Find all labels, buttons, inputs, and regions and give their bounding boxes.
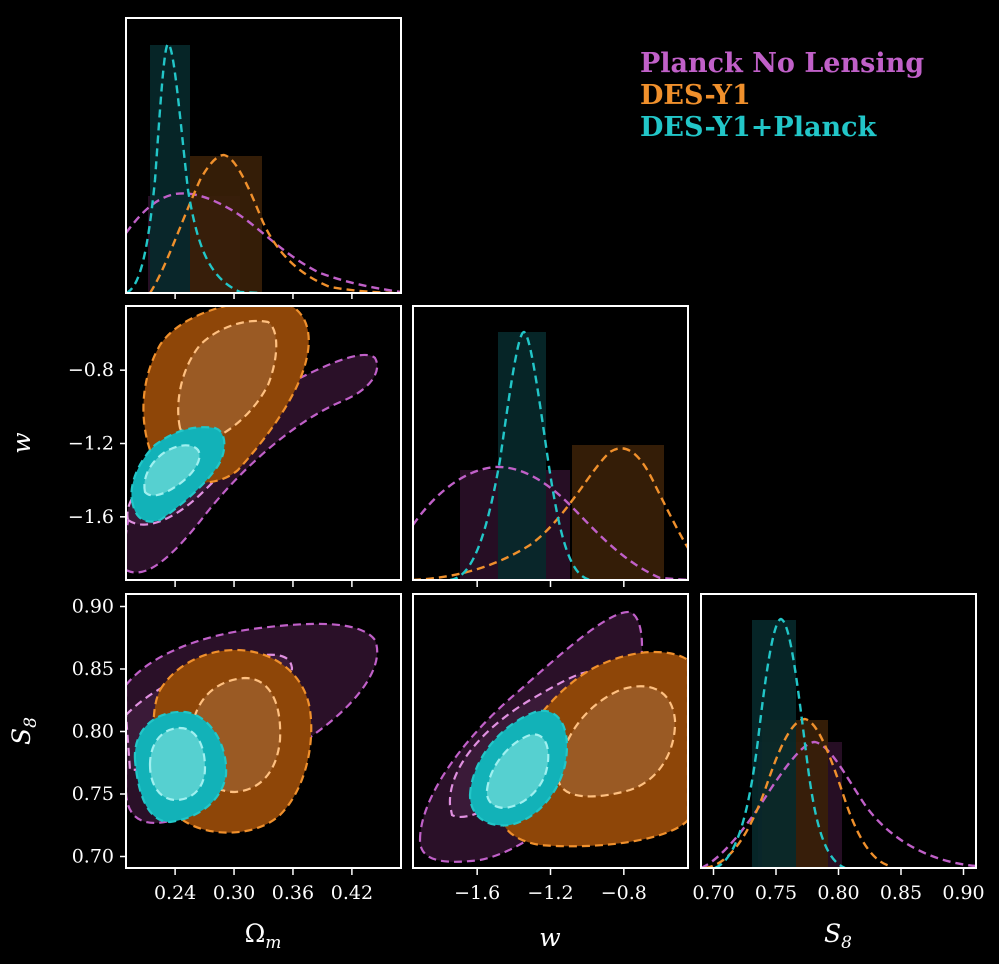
contour-des-planck-68 — [143, 444, 201, 497]
panel-frame — [412, 305, 689, 581]
panel-s8-w — [412, 593, 689, 869]
contour-des-planck-68 — [485, 733, 550, 810]
x-axis-label-w: w — [539, 923, 560, 952]
marginal-des-planck — [126, 42, 261, 293]
y-tick-label: −1.2 — [68, 433, 114, 455]
x-tick-label: −1.2 — [527, 882, 573, 904]
marginal-planck — [126, 192, 401, 293]
ci-band-des — [572, 445, 664, 580]
marginal-des — [704, 717, 891, 868]
y-axis-label-w: w — [7, 432, 36, 453]
y-tick-label: 0.90 — [72, 596, 114, 618]
x-tick-label: 0.36 — [272, 882, 314, 904]
y-tick-label: 0.70 — [72, 846, 114, 868]
panel-frame — [125, 17, 402, 294]
marginal-des — [148, 153, 401, 293]
x-tick-label: 0.90 — [942, 882, 984, 904]
y-tick-label: 0.85 — [72, 658, 114, 680]
x-tick-label: 0.42 — [331, 882, 373, 904]
y-axis-label-s8: S8 — [7, 717, 41, 745]
y-tick-label: 0.80 — [72, 721, 114, 743]
x-tick-label: 0.70 — [692, 882, 734, 904]
x-tick-label: 0.85 — [880, 882, 922, 904]
contour-des-68 — [556, 685, 677, 798]
panel-w-omega-m — [125, 305, 402, 581]
y-tick-label: −0.8 — [68, 359, 114, 381]
x-tick-label: 0.30 — [213, 882, 255, 904]
y-tick-label: 0.75 — [72, 783, 114, 805]
panel-s8-marginal — [700, 593, 977, 869]
y-tick-label: −1.6 — [68, 506, 114, 528]
legend: Planck No Lensing DES-Y1 DES-Y1+Planck — [640, 48, 924, 143]
ci-band-des-planck — [752, 620, 796, 868]
panel-omega-m-marginal — [125, 17, 402, 294]
marginal-des — [413, 447, 688, 580]
x-tick-label: 0.75 — [755, 882, 797, 904]
x-tick-label: −1.6 — [454, 882, 500, 904]
ci-band-des — [190, 156, 262, 293]
x-tick-label: 0.24 — [154, 882, 196, 904]
contour-des-planck-68 — [148, 726, 207, 802]
legend-entry-des-planck: DES-Y1+Planck — [640, 112, 878, 143]
x-tick-label: −0.8 — [601, 882, 647, 904]
axis-ticks: 0.24 0.30 0.36 0.42 −1.6 −1.2 −0.8 0.70 0.75 0.80… — [68, 293, 985, 904]
panel-w-marginal — [412, 305, 689, 581]
ci-band-des-planck — [498, 332, 546, 580]
x-axis-label-omega-m: Ωm — [245, 919, 282, 953]
legend-entry-planck: Planck No Lensing — [640, 48, 924, 79]
marginal-des-planck — [714, 617, 846, 868]
x-axis-label-s8: S8 — [824, 919, 852, 953]
panel-frame — [412, 593, 689, 869]
marginal-des-planck — [449, 330, 591, 580]
x-tick-label: 0.80 — [817, 882, 859, 904]
marginal-planck — [413, 465, 688, 580]
panel-frame — [700, 593, 977, 869]
legend-entry-des: DES-Y1 — [640, 80, 751, 111]
panel-s8-omega-m — [125, 593, 402, 869]
marginal-planck — [701, 740, 976, 868]
